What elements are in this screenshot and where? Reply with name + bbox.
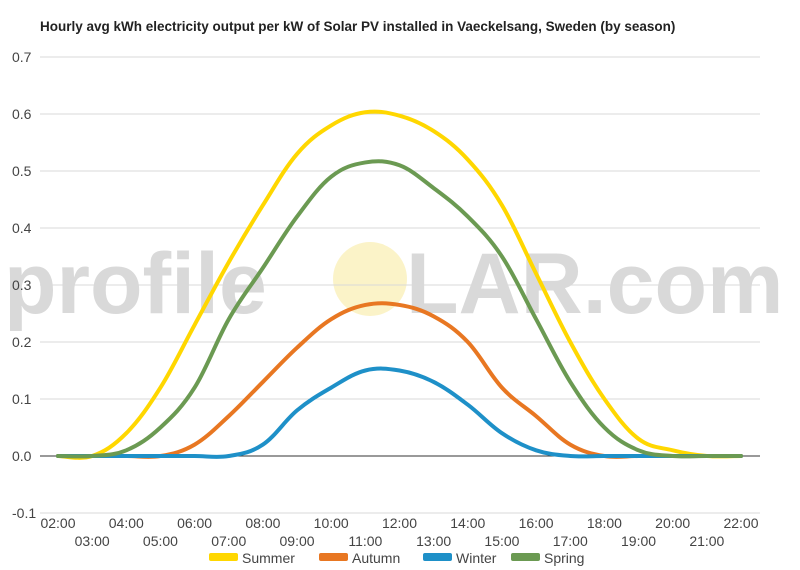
y-tick-label: 0.0 xyxy=(12,448,32,464)
x-tick-label: 04:00 xyxy=(109,515,144,531)
series-lines xyxy=(56,109,743,460)
x-tick-label: 12:00 xyxy=(382,515,417,531)
x-tick-label: 09:00 xyxy=(280,533,315,549)
x-tick-label: 06:00 xyxy=(177,515,212,531)
x-tick-label: 18:00 xyxy=(587,515,622,531)
x-tick-label: 07:00 xyxy=(211,533,246,549)
x-tick-label: 10:00 xyxy=(314,515,349,531)
y-tick-label: 0.1 xyxy=(12,391,32,407)
x-tick-label: 11:00 xyxy=(348,533,382,549)
legend-label: Summer xyxy=(242,550,295,566)
x-tick-label: 20:00 xyxy=(655,515,690,531)
legend-swatch xyxy=(319,553,348,561)
legend-swatch xyxy=(209,553,238,561)
y-tick-label: 0.4 xyxy=(12,220,32,236)
legend: Summer Autumn Winter Spring xyxy=(209,550,584,566)
y-axis: -0.1 0.0 0.1 0.2 0.3 0.4 0.5 0.6 0.7 xyxy=(12,49,36,521)
x-tick-label: 22:00 xyxy=(723,515,758,531)
series-line-spring xyxy=(56,159,743,459)
x-tick-label: 21:00 xyxy=(689,533,724,549)
chart-title: Hourly avg kWh electricity output per kW… xyxy=(40,19,676,34)
legend-label: Spring xyxy=(544,550,584,566)
series-line-winter xyxy=(56,366,743,459)
watermark-text-right: LAR.com xyxy=(406,236,783,332)
x-tick-label: 14:00 xyxy=(450,515,485,531)
y-tick-label: 0.6 xyxy=(12,106,32,122)
y-tick-label: 0.3 xyxy=(12,277,32,293)
x-tick-label: 16:00 xyxy=(519,515,554,531)
watermark: profile LAR.com xyxy=(4,236,783,332)
x-tick-label: 19:00 xyxy=(621,533,656,549)
y-tick-label: 0.7 xyxy=(12,49,32,65)
legend-swatch xyxy=(423,553,452,561)
watermark-text-left: profile xyxy=(4,236,267,332)
y-tick-label: 0.2 xyxy=(12,334,32,350)
watermark-sun-icon xyxy=(333,242,407,316)
y-tick-label: -0.1 xyxy=(12,505,36,521)
x-tick-label: 05:00 xyxy=(143,533,178,549)
x-tick-label: 02:00 xyxy=(40,515,75,531)
legend-label: Autumn xyxy=(352,550,400,566)
x-tick-label: 03:00 xyxy=(75,533,110,549)
legend-swatch xyxy=(511,553,540,561)
x-tick-label: 17:00 xyxy=(553,533,588,549)
x-tick-label: 15:00 xyxy=(484,533,519,549)
x-tick-label: 08:00 xyxy=(245,515,280,531)
y-tick-label: 0.5 xyxy=(12,163,32,179)
legend-label: Winter xyxy=(456,550,497,566)
x-tick-label: 13:00 xyxy=(416,533,451,549)
